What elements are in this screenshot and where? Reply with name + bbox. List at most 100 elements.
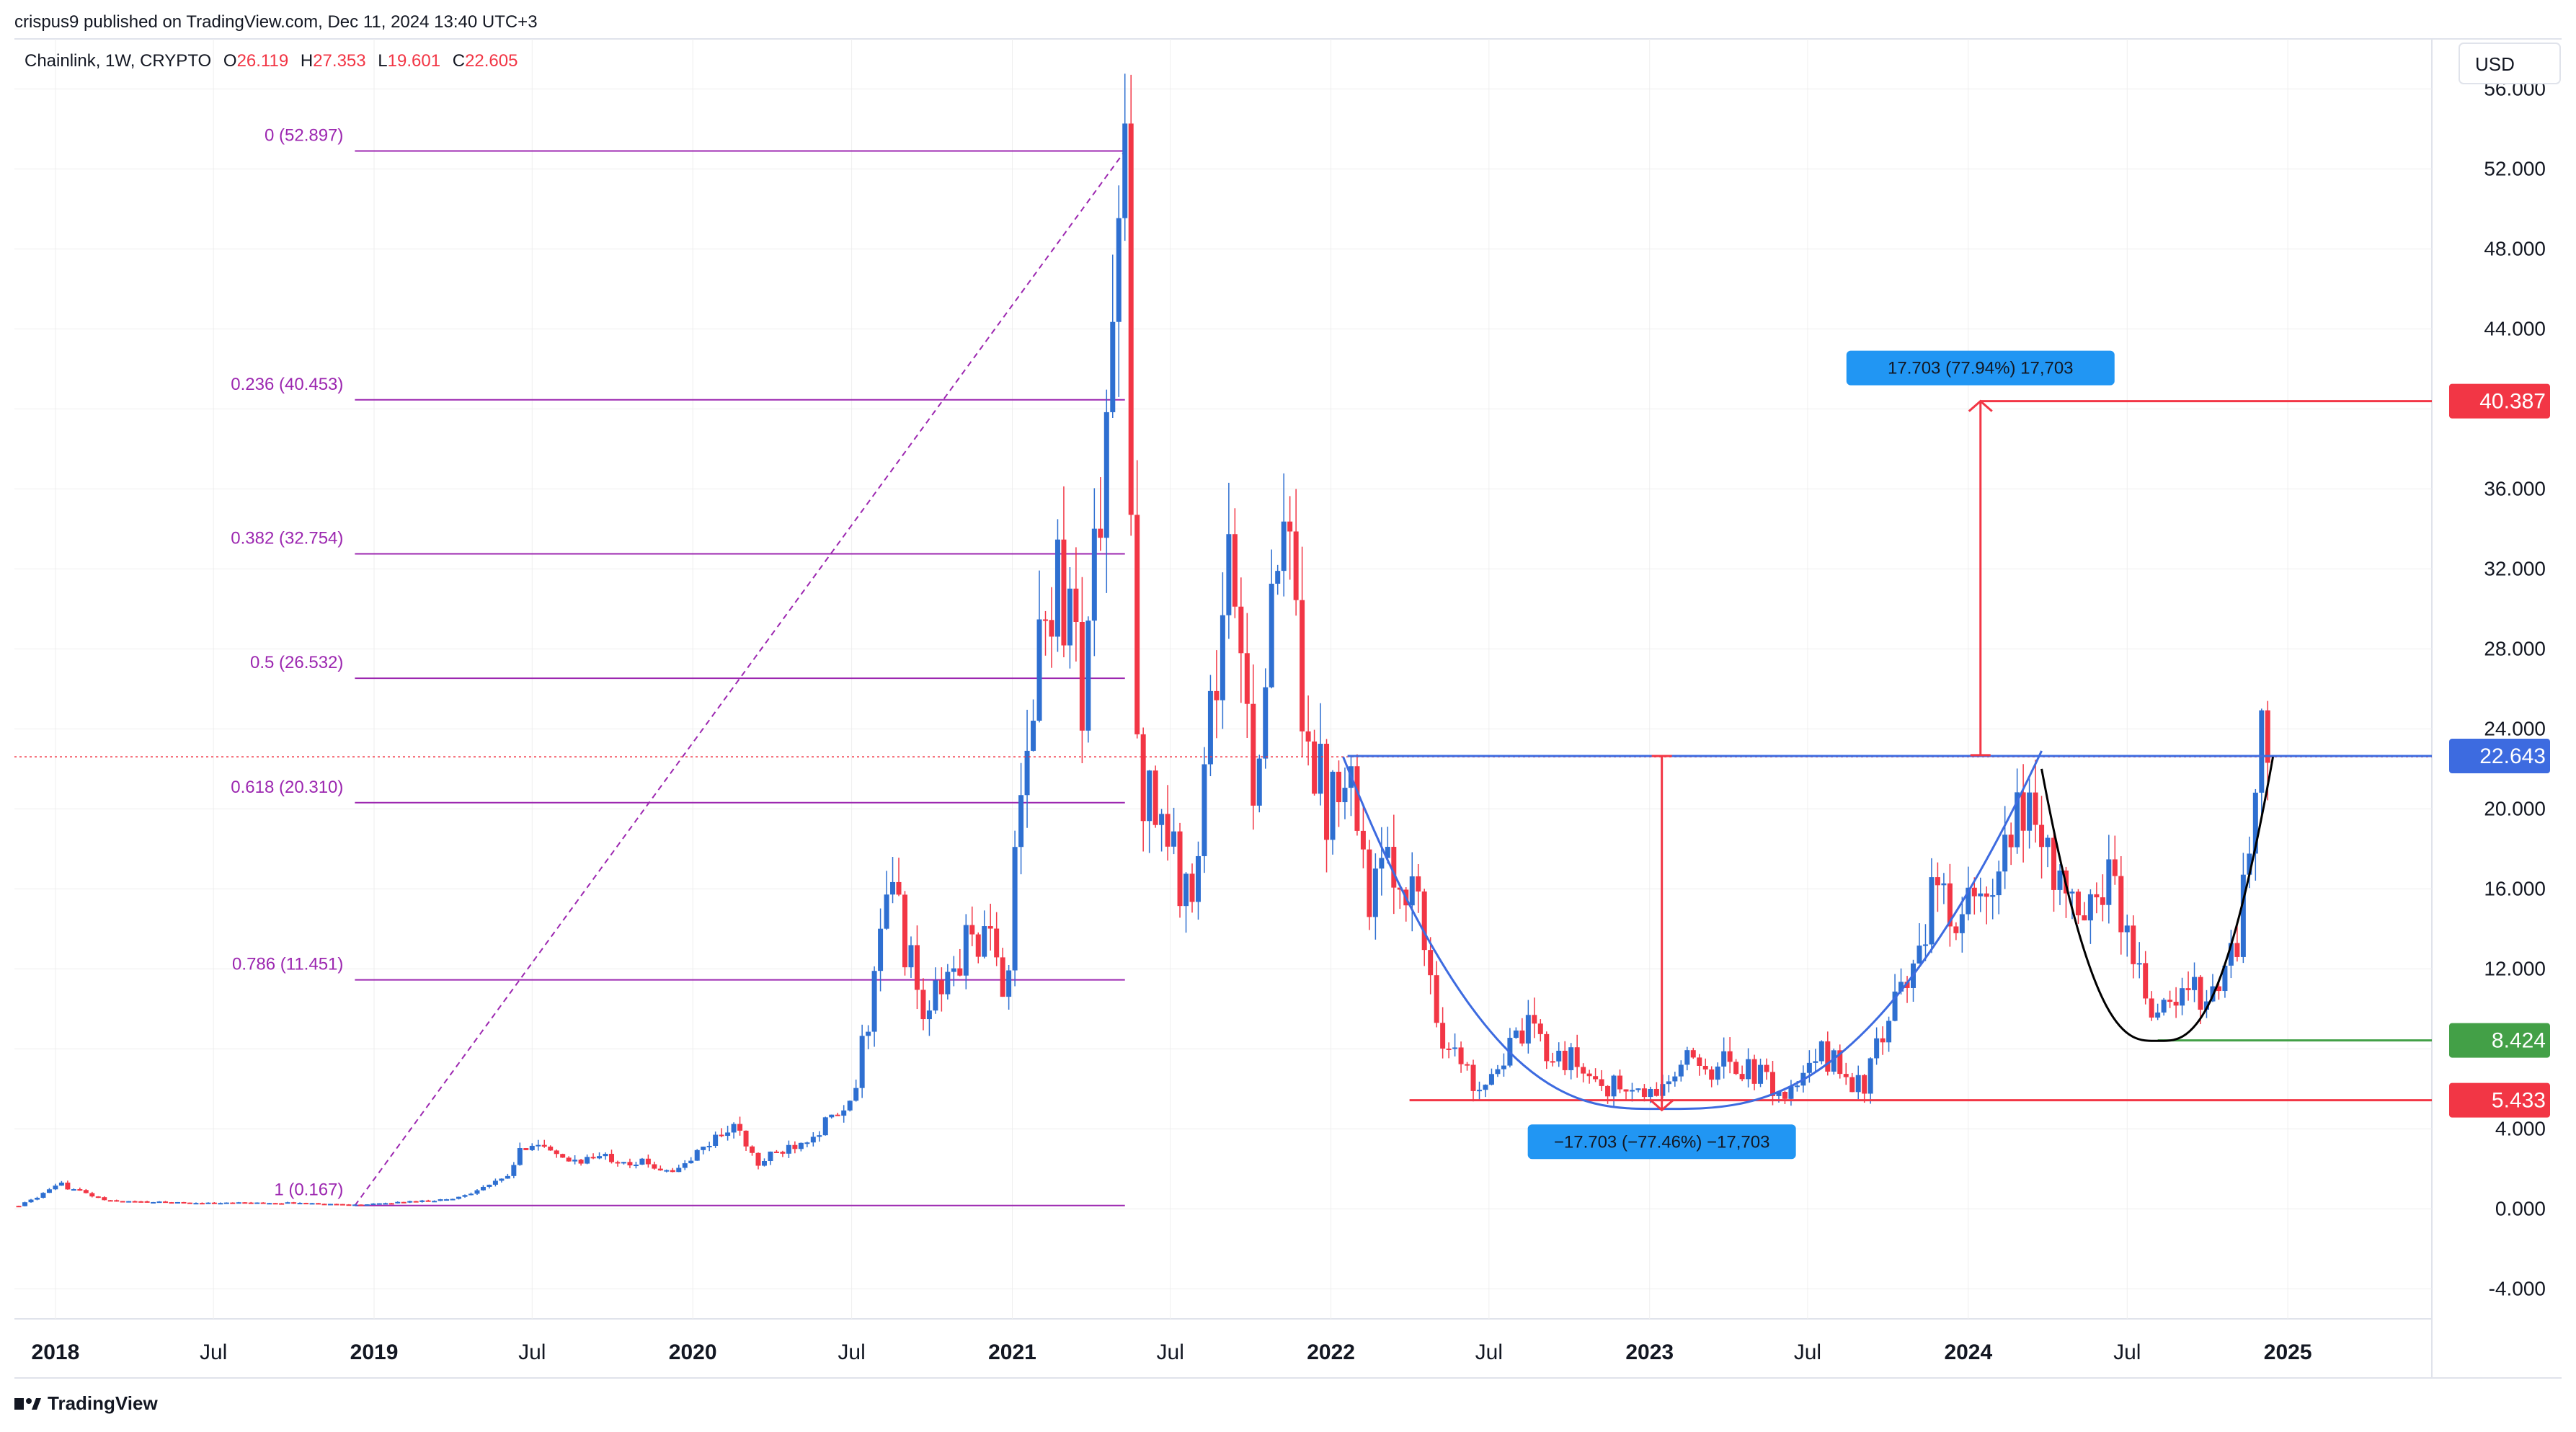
candle-body	[1220, 615, 1225, 701]
candle-body	[938, 980, 944, 995]
drawings[interactable]: −17.703 (−77.46%) −17,703 17.703 (77.94%)…	[14, 350, 2432, 1160]
candle-body	[933, 980, 938, 1011]
candle-body	[388, 1203, 394, 1205]
candle-body	[2082, 915, 2087, 921]
candle-body	[1641, 1088, 1647, 1098]
price-tick-label: -4.000	[2489, 1277, 2546, 1299]
candle-body	[1525, 1015, 1531, 1044]
candle-body	[1519, 1030, 1525, 1044]
candle-body	[1623, 1089, 1629, 1092]
candle-body	[462, 1195, 468, 1197]
candle-body	[866, 1031, 871, 1036]
candle-body	[804, 1142, 810, 1144]
candle-body	[1385, 847, 1390, 858]
candle-body	[957, 968, 963, 976]
time-axis[interactable]: 2018 Jul 2019 Jul 2020 Jul 2021 Jul 2022 Jul 2023 J…	[32, 1340, 2312, 1364]
candle-body	[566, 1157, 572, 1162]
candle-body	[1849, 1077, 1855, 1093]
time-tick-label: Jul	[838, 1340, 865, 1364]
fibonacci-retracement[interactable]: 0 (52.897) 0.236 (40.453) 0.382 (32.754) 0.…	[231, 125, 1126, 1206]
candle-body	[279, 1203, 285, 1205]
candle-body	[1098, 528, 1103, 538]
candle-body	[1434, 975, 1439, 1023]
candle-body	[1452, 1047, 1458, 1049]
measure-up-label: 17.703 (77.94%) 17,703	[1888, 359, 2074, 378]
candle-body	[585, 1157, 590, 1164]
ohlc-open-value: 26.119	[237, 51, 289, 71]
candle-body	[719, 1134, 724, 1137]
candle-body	[1477, 1090, 1483, 1092]
candle-body	[303, 1203, 309, 1205]
price-tick-label: 52.000	[2484, 157, 2546, 179]
candle-body	[1782, 1091, 1787, 1099]
candle-body	[1159, 814, 1165, 825]
candle-body	[829, 1114, 835, 1118]
candle-body	[676, 1168, 682, 1173]
candle-body	[1177, 831, 1183, 907]
candle-body	[22, 1202, 28, 1206]
tradingview-logo[interactable]: TradingView	[14, 1392, 158, 1414]
candle-body	[706, 1145, 712, 1147]
candle-body	[1971, 887, 1977, 897]
candle-body	[46, 1189, 52, 1193]
candle-body	[1079, 622, 1085, 731]
candle-body	[902, 894, 907, 968]
candle-body	[1941, 883, 1947, 886]
candle-body	[541, 1144, 547, 1147]
candle-body	[1806, 1062, 1812, 1073]
candle-body	[1880, 1038, 1886, 1043]
candle-body	[2015, 792, 2020, 848]
candle-body	[1813, 1061, 1818, 1063]
handle-curve[interactable]	[2040, 756, 2275, 1042]
ohlc-key-high: H	[301, 51, 313, 71]
candle-body	[951, 968, 956, 972]
candle-body	[126, 1201, 132, 1203]
candle-body	[316, 1203, 321, 1205]
ohlc-close-value: 22.605	[465, 51, 518, 71]
candle-body	[871, 971, 877, 1032]
candle-body	[603, 1154, 608, 1157]
candle-body	[2173, 1002, 2179, 1006]
candle-body	[597, 1156, 603, 1159]
candle-body	[1421, 891, 1427, 951]
tradingview-wordmark[interactable]: TradingView	[48, 1392, 158, 1414]
candle-body	[609, 1154, 615, 1162]
candle-body	[1360, 830, 1366, 850]
candle-body	[1428, 950, 1434, 976]
candle-body	[554, 1150, 559, 1155]
currency-button-frame[interactable]	[2459, 43, 2561, 84]
time-tick-label: 2021	[988, 1340, 1036, 1364]
candle-body	[505, 1175, 510, 1179]
tradingview-logo-icon	[14, 1398, 41, 1410]
price-axis[interactable]: 56.00052.00048.00044.00040.00036.00032.0…	[2449, 77, 2550, 1299]
fib-level-label: 0 (52.897)	[265, 125, 343, 145]
candle-body	[1635, 1088, 1641, 1090]
candle-body	[474, 1190, 480, 1194]
candle-body	[2234, 943, 2240, 957]
candle-body	[1189, 873, 1195, 902]
candle-body	[761, 1161, 767, 1166]
currency-label[interactable]: USD	[2475, 53, 2515, 75]
candle-body	[817, 1135, 822, 1137]
currency-button[interactable]: USD	[2459, 43, 2561, 84]
candle-body	[841, 1110, 847, 1116]
fib-level-label: 0.5 (26.532)	[250, 653, 343, 672]
candle-body	[1495, 1069, 1501, 1075]
candle-body	[633, 1165, 639, 1167]
candle-body	[1324, 744, 1330, 840]
candle-body	[1929, 877, 1935, 945]
candle-body	[432, 1201, 438, 1203]
candle-body	[1183, 873, 1189, 907]
candle-body	[1862, 1075, 1867, 1094]
candle-body	[419, 1200, 425, 1202]
candle-body	[1990, 895, 1996, 897]
ohlc-key-close: C	[453, 51, 465, 71]
fib-trend-line[interactable]	[354, 150, 1126, 1206]
candle-body	[1733, 1062, 1739, 1075]
candle-body	[1904, 982, 1910, 988]
symbol-line: Chainlink, 1W, CRYPTO O26.119 H27.353 L1…	[25, 51, 518, 71]
candle-body	[536, 1144, 541, 1147]
price-tick-label: 44.000	[2484, 317, 2546, 339]
